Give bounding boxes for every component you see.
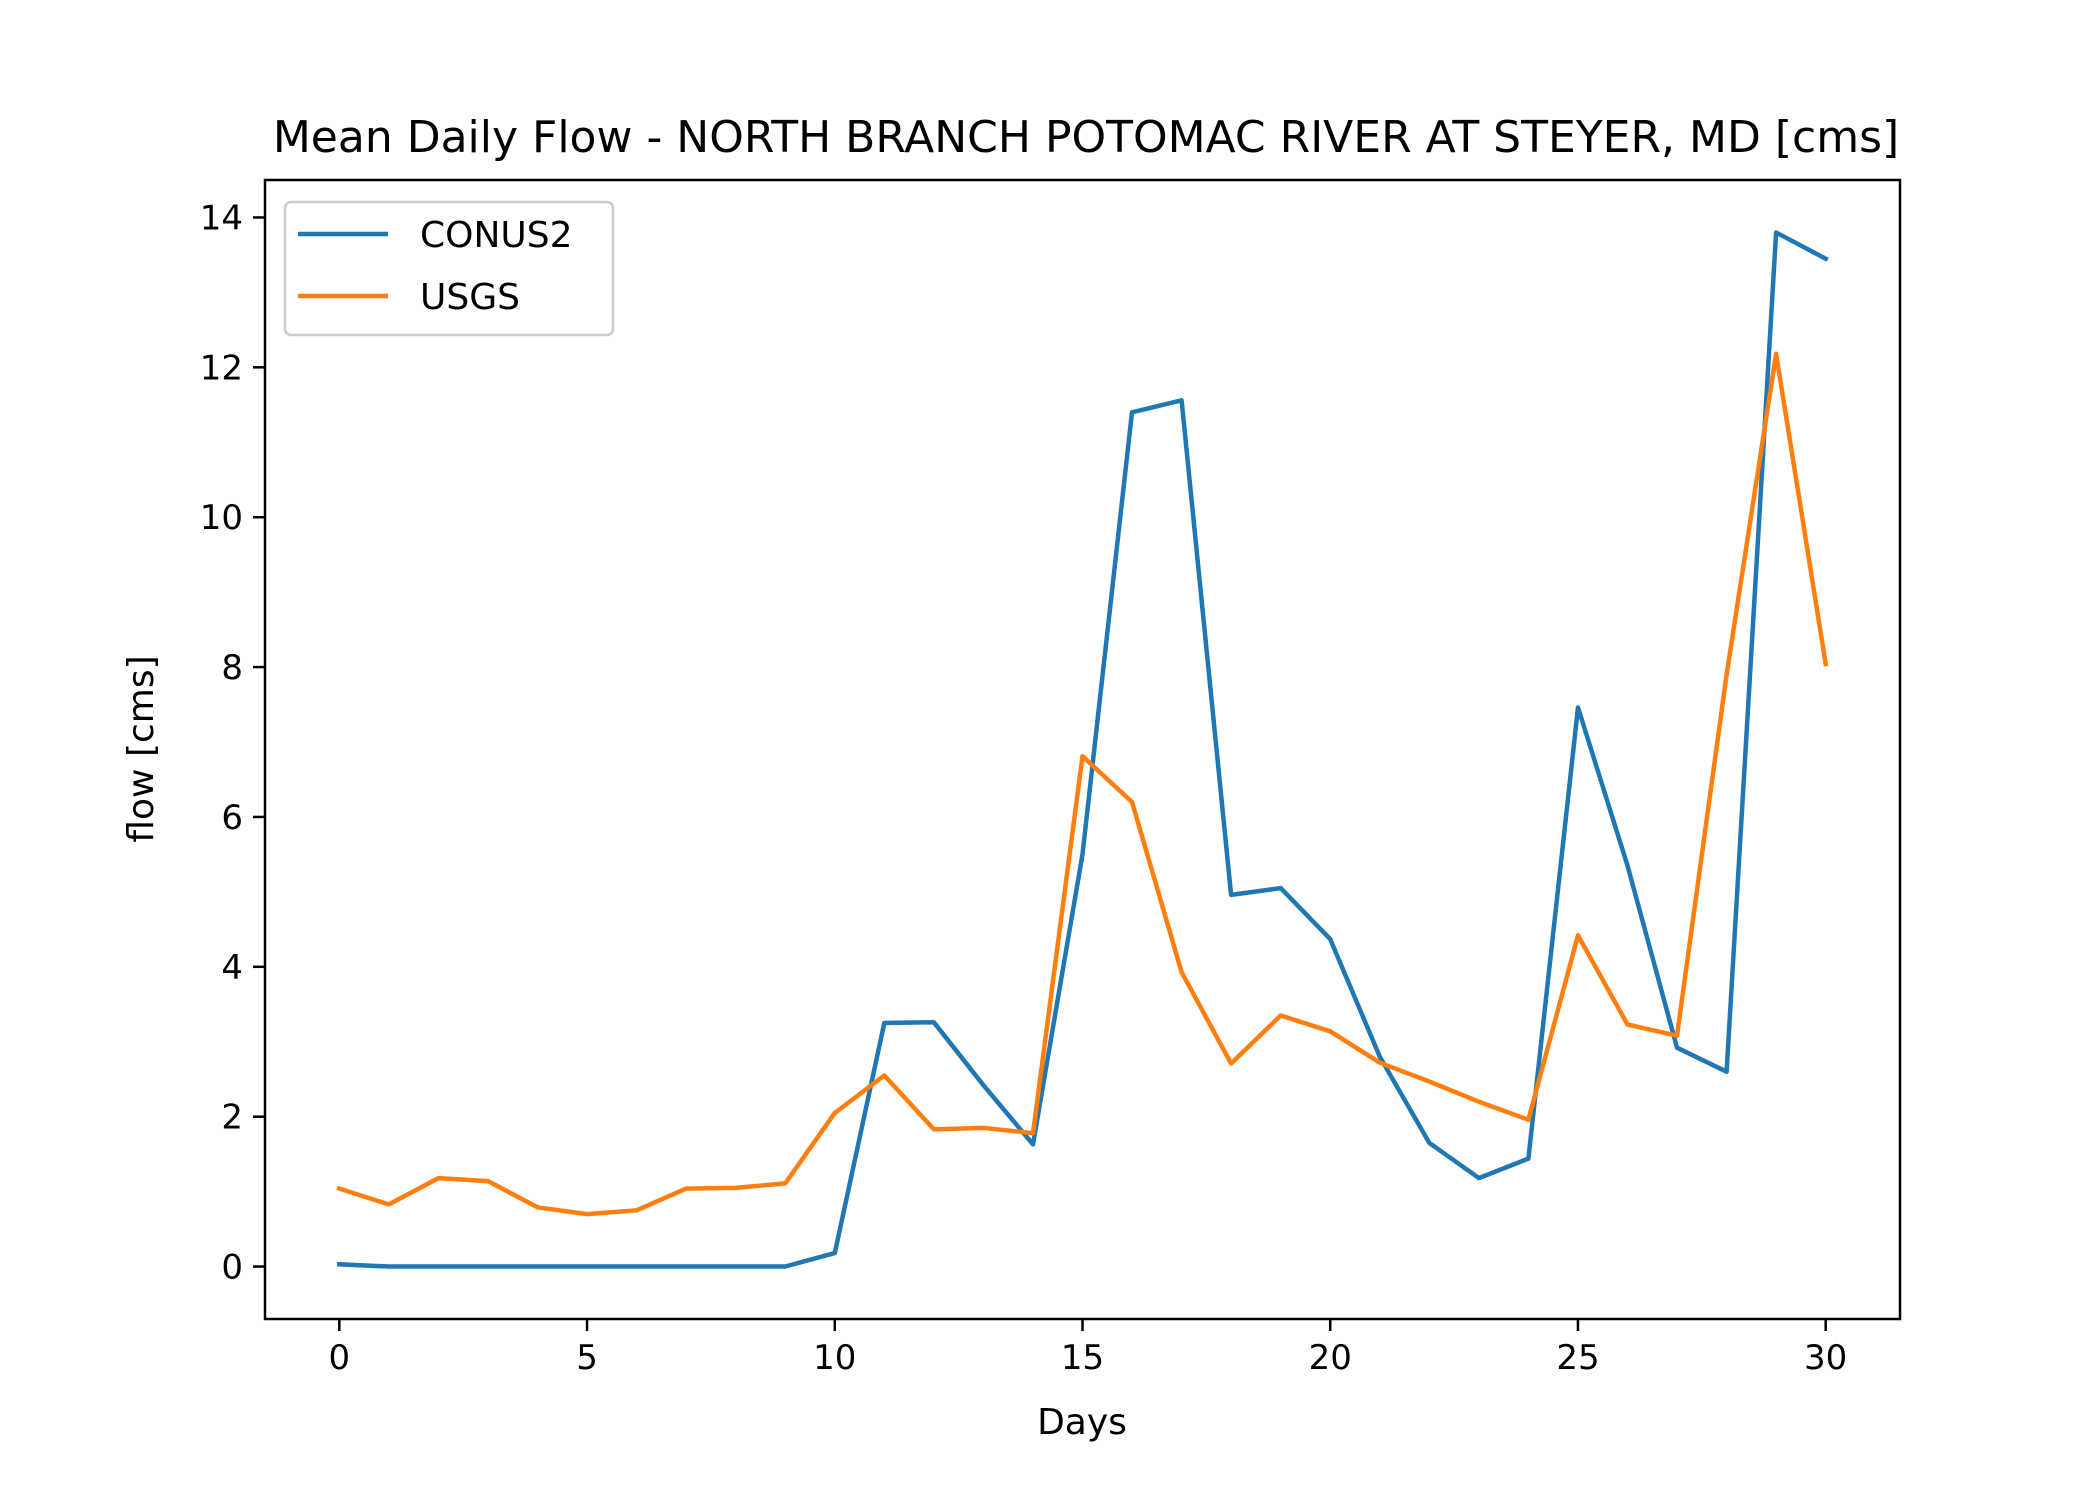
legend-label-conus2: CONUS2 <box>420 215 573 256</box>
y-axis-label: flow [cms] <box>121 655 162 842</box>
series-layer <box>336 230 1829 1269</box>
series-line-usgs <box>336 351 1829 1217</box>
y-tick-label: 4 <box>221 948 243 988</box>
x-tick-label: 25 <box>1556 1338 1599 1378</box>
chart-title: Mean Daily Flow - NORTH BRANCH POTOMAC R… <box>273 112 1899 163</box>
y-tick-label: 14 <box>200 198 243 238</box>
x-tick-label: 30 <box>1804 1338 1847 1378</box>
y-axis-ticks: 0 2 4 6 8 10 12 14 <box>200 198 265 1288</box>
legend-label-usgs: USGS <box>420 277 520 318</box>
y-tick-label: 0 <box>221 1248 243 1288</box>
y-tick-label: 8 <box>221 648 243 688</box>
x-tick-label: 5 <box>576 1338 598 1378</box>
plot-frame <box>263 178 1902 1321</box>
y-tick-label: 12 <box>200 348 243 388</box>
x-axis-ticks: 0 5 10 15 20 25 30 <box>328 1319 1847 1378</box>
x-tick-label: 0 <box>328 1338 350 1378</box>
legend: CONUS2 USGS <box>283 200 615 337</box>
x-axis-label: Days <box>1037 1402 1127 1443</box>
x-tick-label: 10 <box>813 1338 856 1378</box>
x-tick-label: 20 <box>1309 1338 1352 1378</box>
series-line-conus2 <box>336 230 1829 1269</box>
y-tick-label: 10 <box>200 498 243 538</box>
x-tick-label: 15 <box>1061 1338 1104 1378</box>
y-tick-label: 6 <box>221 798 243 838</box>
y-tick-label: 2 <box>221 1098 243 1138</box>
